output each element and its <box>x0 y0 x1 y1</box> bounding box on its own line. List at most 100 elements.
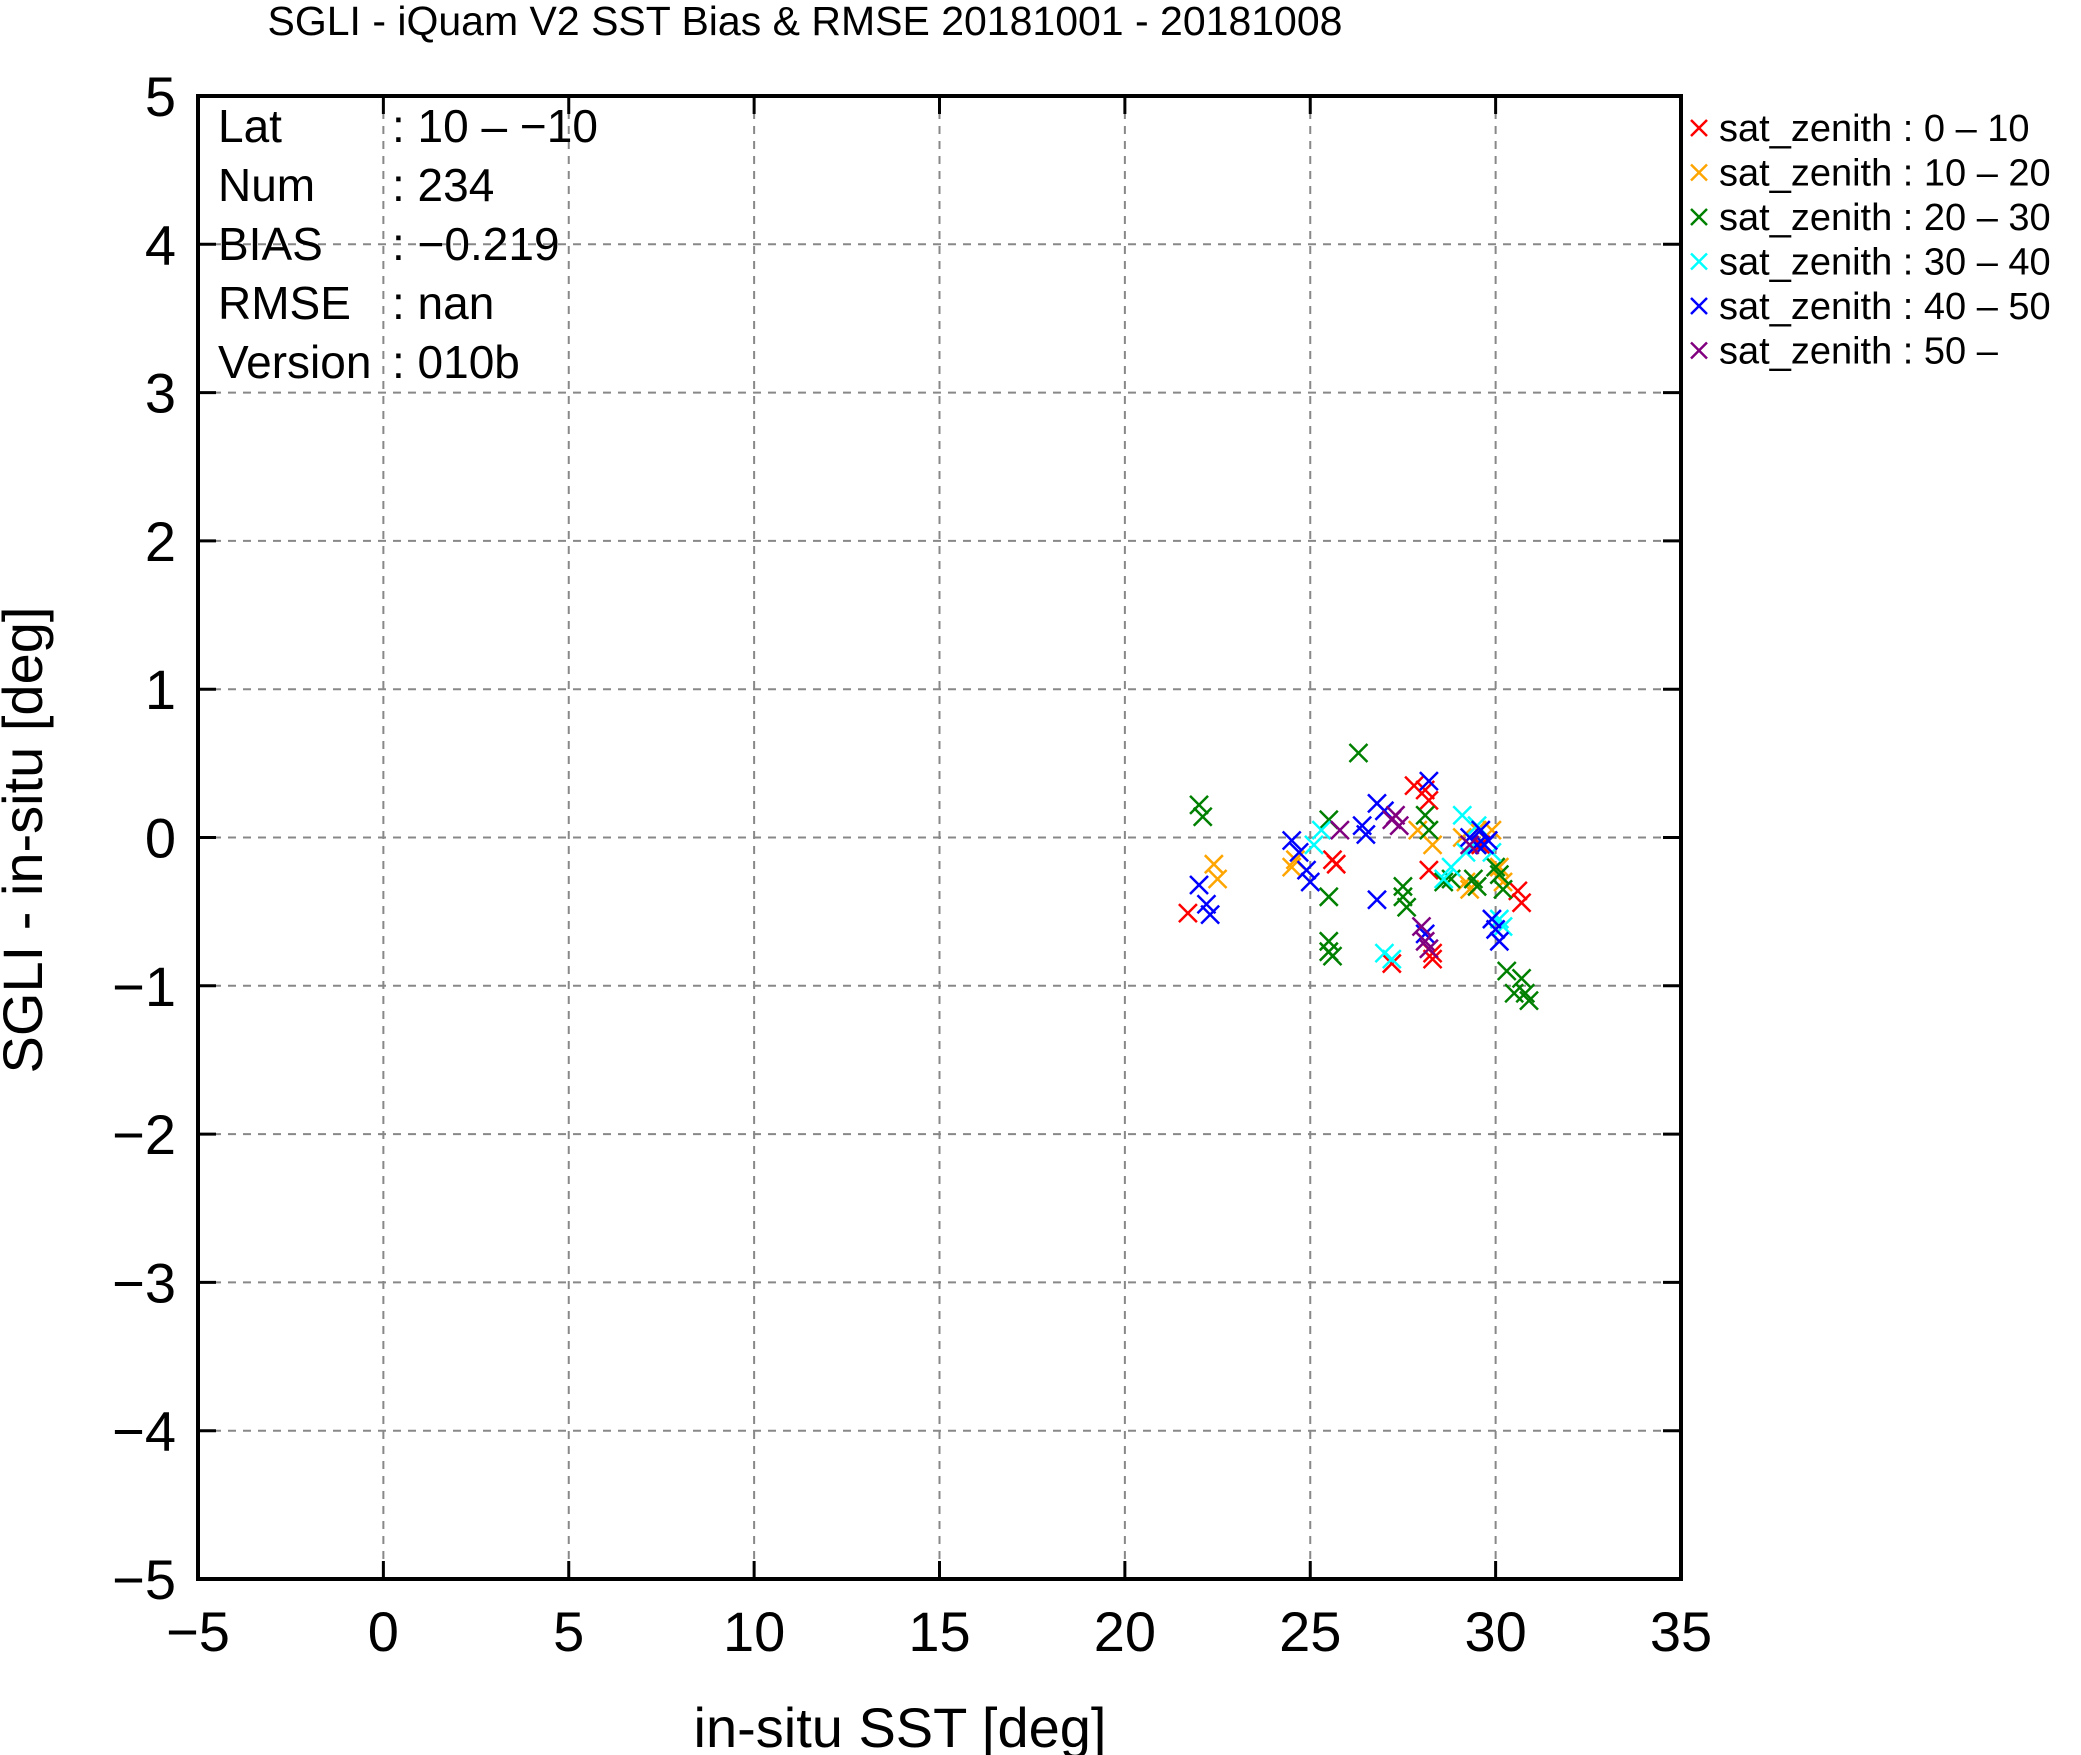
data-point <box>1322 946 1343 967</box>
legend-marker <box>1690 119 1708 137</box>
stat-label: Num <box>218 159 315 211</box>
legend-entry: sat_zenith : 0 – 10 <box>1719 108 2030 150</box>
data-point <box>1281 830 1302 851</box>
stats-box: Lat: 10 – −10 Num: 234 BIAS: −0.219 RMSE: n… <box>218 100 598 388</box>
data-point <box>1459 835 1480 855</box>
y-tick-label: 3 <box>145 362 176 425</box>
legend-marker <box>1690 252 1708 271</box>
x-axis-label: in-situ SST [deg] <box>694 1696 1107 1755</box>
data-point <box>1207 869 1228 889</box>
data-point <box>1367 889 1387 910</box>
data-point <box>1493 879 1513 900</box>
tick-labels: −5 0 5 10 15 20 25 30 35 −5 −4 −3 −2 −1 0 1 2 3 4 5 <box>112 65 1712 1663</box>
data-point <box>1200 904 1221 925</box>
data-point <box>1178 903 1198 924</box>
data-point <box>1189 875 1209 895</box>
legend-entry: sat_zenith : 50 – <box>1719 331 1999 373</box>
legend-entry: sat_zenith : 20 – 30 <box>1719 197 2051 239</box>
data-point <box>1482 909 1502 929</box>
y-tick-label: 0 <box>145 807 176 870</box>
data-point <box>1415 805 1436 826</box>
data-point <box>1304 835 1324 855</box>
data-point <box>1196 894 1217 915</box>
data-point <box>1422 835 1443 855</box>
data-point <box>1203 854 1224 875</box>
data-point <box>1467 835 1487 855</box>
data-point <box>1489 931 1510 952</box>
chart-title: SGLI - iQuam V2 SST Bias & RMSE 20181001… <box>268 0 1343 44</box>
data-point <box>1385 805 1406 826</box>
data-point <box>1389 815 1410 836</box>
data-point <box>1496 961 1517 981</box>
data-point <box>1433 869 1454 889</box>
data-point <box>1493 916 1513 937</box>
data-point <box>1452 805 1473 826</box>
x-tick-label: 35 <box>1650 1600 1712 1663</box>
data-point <box>1419 938 1439 959</box>
data-point <box>1381 953 1402 974</box>
data-point <box>1393 876 1413 897</box>
data-point <box>1411 916 1432 937</box>
grid-lines <box>198 96 1681 1579</box>
data-point <box>1511 968 1532 989</box>
data-point <box>1189 794 1209 815</box>
legend-marker <box>1690 297 1708 315</box>
data-point <box>1419 771 1439 792</box>
stat-label: BIAS <box>218 218 323 270</box>
data-point <box>1478 830 1499 851</box>
y-tick-label: 4 <box>145 213 176 276</box>
plot-frame <box>196 94 1683 1581</box>
data-point <box>1489 864 1510 885</box>
data-point <box>1355 824 1376 845</box>
data-point <box>1311 820 1332 840</box>
data-point <box>1326 854 1347 875</box>
legend-entry: sat_zenith : 30 – 40 <box>1719 242 2051 284</box>
x-tick-label: 10 <box>723 1600 785 1663</box>
data-point <box>1318 886 1339 907</box>
y-tick-label: 5 <box>145 65 176 128</box>
data-point <box>1330 820 1350 840</box>
y-tick-label: −4 <box>112 1400 176 1463</box>
stat-value: : −0.219 <box>392 218 560 270</box>
y-tick-label: 1 <box>145 658 176 721</box>
stat-label: Version <box>218 336 371 388</box>
data-point <box>1348 743 1369 763</box>
data-point <box>1393 886 1413 907</box>
x-tick-label: 0 <box>368 1600 399 1663</box>
x-tick-label: 25 <box>1279 1600 1341 1663</box>
scatter-points <box>1178 743 1539 1011</box>
data-point <box>1489 857 1510 878</box>
data-point <box>1419 860 1439 881</box>
legend-entry: sat_zenith : 10 – 20 <box>1719 153 2051 195</box>
x-tick-label: −5 <box>166 1600 230 1663</box>
data-point <box>1300 872 1321 892</box>
data-point <box>1419 790 1439 811</box>
data-point <box>1192 806 1213 827</box>
x-tick-label: 20 <box>1094 1600 1156 1663</box>
legend-marker <box>1690 208 1708 226</box>
x-tick-label: 30 <box>1464 1600 1526 1663</box>
legend-entry: sat_zenith : 40 – 50 <box>1719 286 2051 328</box>
y-tick-label: −1 <box>112 955 176 1018</box>
stat-label: Lat <box>218 100 282 152</box>
data-point <box>1396 897 1417 918</box>
legend-marker <box>1690 163 1708 182</box>
data-point <box>1422 949 1443 969</box>
stat-value: : 010b <box>392 336 520 388</box>
y-tick-label: −2 <box>112 1103 176 1166</box>
data-point <box>1467 876 1487 897</box>
stat-value: : nan <box>392 277 494 329</box>
data-point <box>1318 931 1339 952</box>
y-tick-label: −3 <box>112 1251 176 1314</box>
y-tick-label: −5 <box>112 1548 176 1611</box>
stat-value: : 234 <box>392 159 494 211</box>
stat-value: : 10 – −10 <box>392 100 598 152</box>
data-point <box>1419 820 1439 840</box>
data-point <box>1296 860 1317 881</box>
data-point <box>1519 990 1539 1011</box>
data-point <box>1289 842 1310 863</box>
x-tick-label: 5 <box>553 1600 584 1663</box>
y-axis-label: SGLI - in-situ [deg] <box>0 607 54 1074</box>
